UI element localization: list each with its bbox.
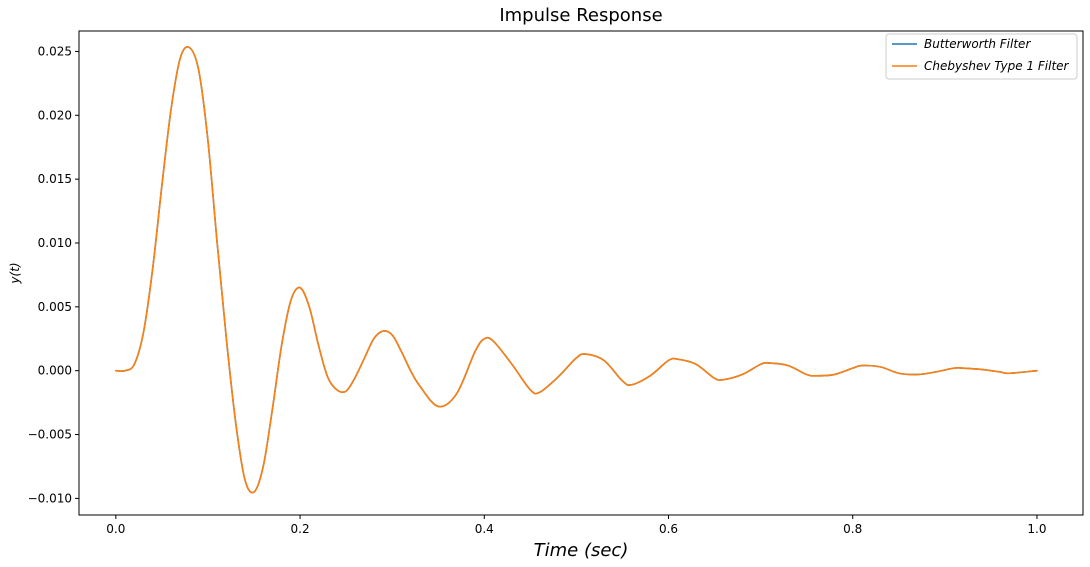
y-tick-label: −0.010: [28, 491, 72, 505]
x-tick-label: 0.2: [291, 522, 310, 536]
y-axis: −0.010 −0.005 0.000 0.005 0.010 0.015 0.020 0.0…: [28, 44, 79, 505]
x-tick-label: 0.6: [659, 522, 678, 536]
y-axis-label: y(t): [8, 262, 22, 284]
plot-background: [79, 31, 1083, 515]
y-tick-label: −0.005: [28, 428, 72, 442]
y-tick-label: 0.015: [38, 172, 72, 186]
y-tick-label: 0.020: [38, 108, 72, 122]
x-tick-label: 1.0: [1027, 522, 1046, 536]
plot-area: [78, 30, 1084, 516]
legend-box: [885, 33, 1078, 80]
y-tick-label: 0.025: [38, 44, 72, 58]
legend: Butterworth Filter Chebyshev Type 1 Filt…: [885, 33, 1078, 80]
x-axis-label: Time (sec): [534, 540, 629, 561]
legend-label-chebyshev: Chebyshev Type 1 Filter: [924, 59, 1070, 73]
series-line-chebyshev: [115, 46, 1038, 494]
series-layer: [115, 46, 1038, 494]
chart-title: Impulse Response: [499, 5, 662, 26]
x-axis: 0.0 0.2 0.4 0.6 0.8 1.0: [106, 515, 1046, 536]
y-tick-label: 0.005: [38, 300, 72, 314]
y-tick-label: 0.000: [38, 364, 72, 378]
y-tick-label: 0.010: [38, 236, 72, 250]
x-tick-label: 0.4: [475, 522, 494, 536]
legend-label-butterworth: Butterworth Filter: [924, 37, 1031, 51]
plot-frame: [78, 30, 1084, 516]
x-tick-label: 0.8: [843, 522, 862, 536]
x-tick-label: 0.0: [106, 522, 125, 536]
